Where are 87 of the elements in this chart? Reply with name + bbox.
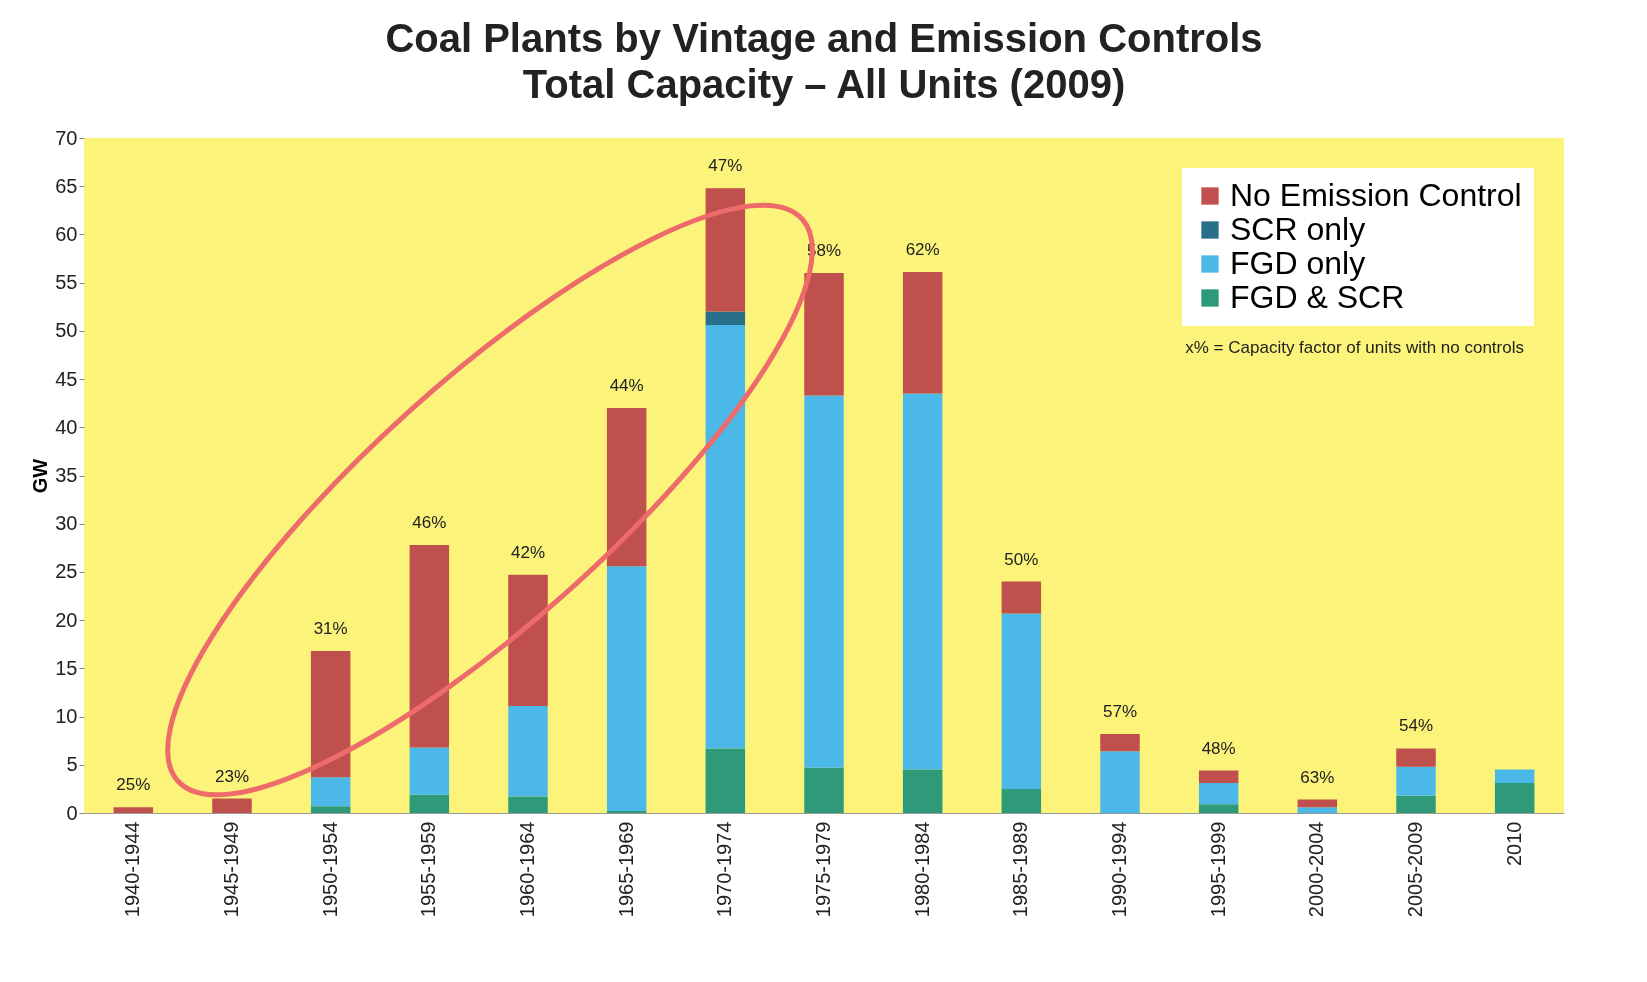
bar	[1494, 769, 1535, 784]
x-tick-label: 1970-1974	[713, 821, 736, 918]
x-tick-label: 1940-1944	[121, 821, 144, 918]
bar	[705, 188, 746, 312]
x-tick-label: 1990-1994	[1108, 821, 1130, 918]
y-tick-label: 60	[55, 222, 78, 245]
annotation: 47%	[708, 156, 743, 176]
y-tick-label: 15	[55, 656, 78, 679]
y-tick-label: 40	[55, 415, 78, 438]
chart-subtitle: Total Capacity – All Units (2009)	[522, 62, 1126, 106]
y-tick-label: 45	[55, 367, 78, 390]
bar	[212, 798, 252, 813]
annotation: 62%	[905, 240, 940, 260]
y-tick-label: 55	[55, 271, 78, 294]
annotation: 23%	[214, 766, 250, 786]
y-axis-title: GW	[29, 458, 52, 494]
bar	[804, 767, 844, 813]
annotation: 57%	[1102, 701, 1138, 721]
bar	[705, 748, 746, 813]
annotation: 46%	[412, 512, 447, 532]
bar	[1001, 581, 1042, 614]
x-tick-label: 1965-1969	[614, 821, 637, 918]
bar	[508, 705, 548, 797]
bar	[508, 574, 548, 706]
bar	[1396, 766, 1436, 796]
y-tick-label: 35	[55, 464, 78, 486]
x-tick-label: 1955-1959	[417, 821, 440, 918]
bar	[1297, 799, 1338, 808]
y-tick-label: 70	[55, 126, 78, 149]
bar	[409, 794, 450, 813]
bar	[409, 747, 450, 795]
x-tick-label: 2005-2009	[1404, 821, 1426, 918]
annotation: 42%	[510, 542, 546, 562]
annotation: 48%	[1201, 738, 1236, 758]
bar	[508, 796, 548, 813]
bar	[113, 807, 154, 813]
bar	[310, 806, 351, 813]
x-tick-label: 1985-1989	[1009, 821, 1032, 918]
bar	[902, 272, 943, 394]
x-tick-label: 1975-1979	[812, 821, 834, 918]
legend-label: No Emission Control	[1230, 177, 1522, 213]
bar	[804, 273, 844, 396]
bar	[409, 544, 450, 748]
x-tick-label: 1995-1999	[1206, 821, 1229, 918]
bar	[1001, 788, 1042, 813]
annotation: 50%	[1004, 549, 1039, 569]
annotation: 25%	[116, 775, 151, 795]
bar	[804, 395, 844, 768]
y-tick-label: 30	[55, 512, 78, 535]
bar	[1297, 807, 1338, 813]
annotation: 31%	[313, 619, 348, 638]
bar	[1001, 613, 1042, 789]
x-tick-label: 1980-1984	[910, 821, 933, 918]
bar	[1198, 804, 1239, 813]
y-tick-label: 50	[55, 319, 78, 342]
bar	[310, 777, 351, 807]
y-tick-label: 25	[55, 560, 78, 583]
bar	[902, 393, 943, 770]
annotation: 63%	[1300, 767, 1335, 787]
bar	[1396, 795, 1436, 813]
y-tick-label: 5	[66, 753, 78, 776]
bar	[606, 408, 647, 567]
bar	[606, 566, 647, 812]
y-tick-label: 0	[66, 801, 78, 824]
bar	[705, 311, 746, 326]
bar	[1396, 748, 1436, 767]
x-tick-label: 2000-2004	[1305, 821, 1328, 918]
y-tick-label: 20	[55, 608, 78, 631]
annotation: x% = Capacity factor of units with no controls	[1185, 338, 1524, 357]
chart-title: Coal Plants by Vintage and Emission Controls	[385, 16, 1263, 60]
x-tick-label: 2010	[1502, 821, 1525, 866]
legend-label: SCR only	[1230, 211, 1366, 247]
y-tick-label: 65	[55, 174, 78, 197]
x-tick-label: 1945-1949	[220, 821, 242, 918]
bar	[1198, 783, 1239, 805]
y-tick-label: 10	[55, 705, 78, 728]
annotation: 44%	[609, 376, 644, 395]
x-tick-label: 1960-1964	[516, 821, 538, 918]
bar	[310, 651, 351, 778]
bar	[1198, 770, 1239, 784]
x-tick-label: 1950-1954	[318, 821, 341, 918]
bar	[1494, 783, 1535, 813]
bar	[1100, 751, 1140, 813]
bar	[1100, 733, 1140, 752]
annotation: 54%	[1398, 716, 1434, 736]
bar	[902, 769, 943, 813]
bar	[705, 325, 746, 749]
